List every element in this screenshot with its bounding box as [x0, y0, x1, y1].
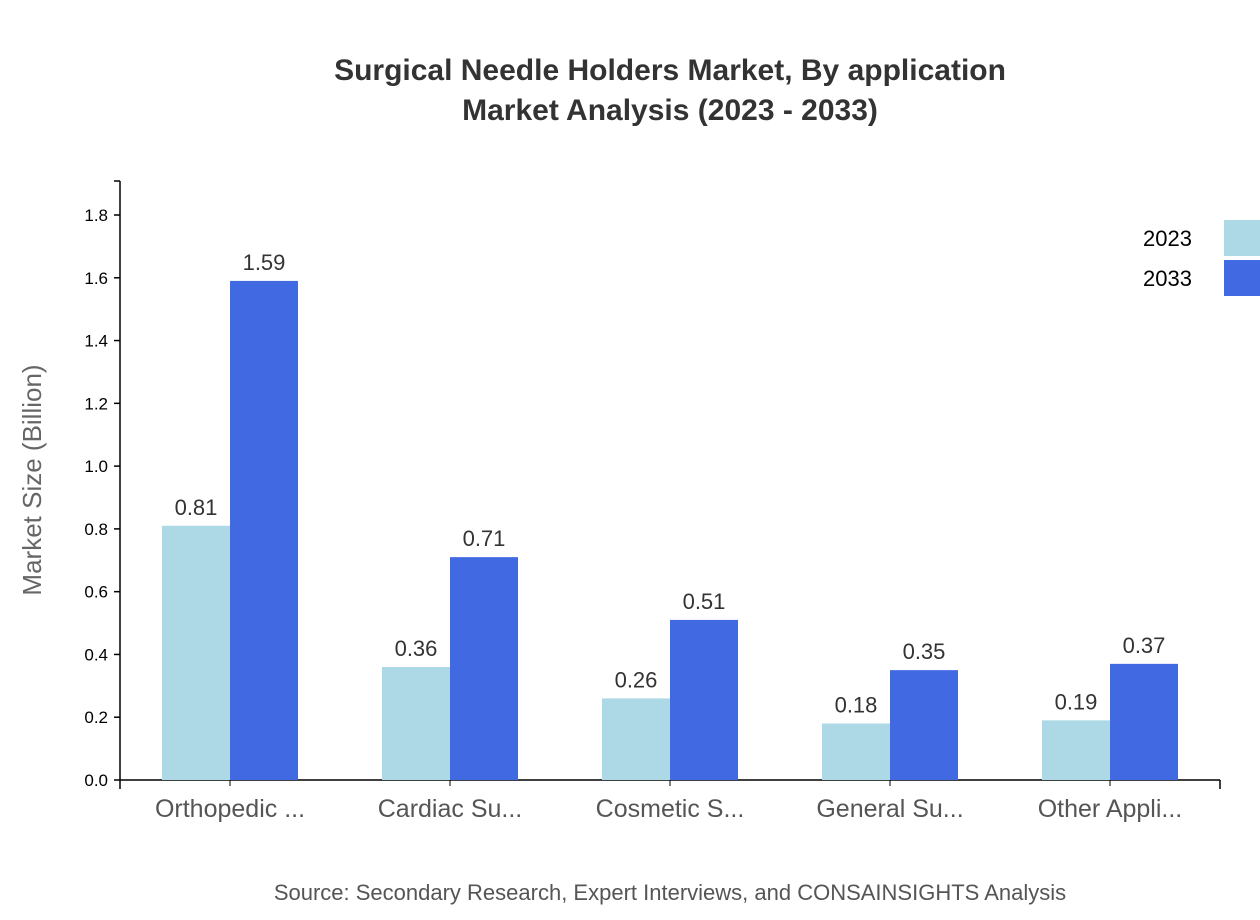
data-label: 1.59 — [243, 250, 286, 275]
data-label: 0.37 — [1123, 633, 1166, 658]
x-tick-label: Other Appli... — [1038, 795, 1183, 823]
bar-2033 — [890, 670, 958, 780]
bar-2033 — [670, 619, 738, 780]
data-label: 0.36 — [395, 636, 438, 661]
bar-2023 — [822, 723, 890, 780]
y-tick-label: 0.4 — [84, 645, 108, 664]
bar-2033 — [450, 557, 518, 780]
legend-swatch-2023 — [1224, 220, 1260, 256]
chart-subtitle: Market Analysis (2023 - 2033) — [462, 94, 878, 127]
bar-2033 — [230, 280, 298, 780]
data-label: 0.18 — [835, 693, 878, 718]
chart-title: Surgical Needle Holders Market, By appli… — [334, 54, 1006, 87]
y-tick-label: 1.4 — [84, 332, 108, 351]
data-label: 0.81 — [175, 495, 218, 520]
data-label: 0.19 — [1055, 689, 1098, 714]
bar-2033 — [1110, 663, 1178, 780]
legend-label: 2023 — [1143, 226, 1192, 251]
legend-label: 2033 — [1143, 266, 1192, 291]
y-tick-label: 1.2 — [84, 394, 108, 413]
x-tick-label: Cosmetic S... — [596, 795, 745, 823]
y-tick-label: 0.2 — [84, 708, 108, 727]
x-tick-label: General Su... — [816, 795, 963, 823]
bar-2023 — [1042, 720, 1110, 780]
x-tick-label: Orthopedic ... — [155, 795, 305, 823]
y-tick-label: 1.6 — [84, 269, 108, 288]
bar-2023 — [382, 667, 450, 780]
source-note: Source: Secondary Research, Expert Inter… — [274, 880, 1066, 905]
bar-2023 — [602, 698, 670, 780]
data-label: 0.26 — [615, 667, 658, 692]
data-label: 0.35 — [903, 639, 946, 664]
data-label: 0.51 — [683, 589, 726, 614]
y-tick-label: 0.6 — [84, 583, 108, 602]
y-tick-label: 0.0 — [84, 771, 108, 790]
y-tick-label: 0.8 — [84, 520, 108, 539]
y-axis-label: Market Size (Billion) — [17, 364, 47, 595]
bar-2023 — [162, 525, 230, 780]
y-tick-label: 1.0 — [84, 457, 108, 476]
x-tick-label: Cardiac Su... — [378, 795, 523, 823]
legend-swatch-2033 — [1224, 260, 1260, 296]
y-tick-label: 1.8 — [84, 206, 108, 225]
data-label: 0.71 — [463, 526, 506, 551]
